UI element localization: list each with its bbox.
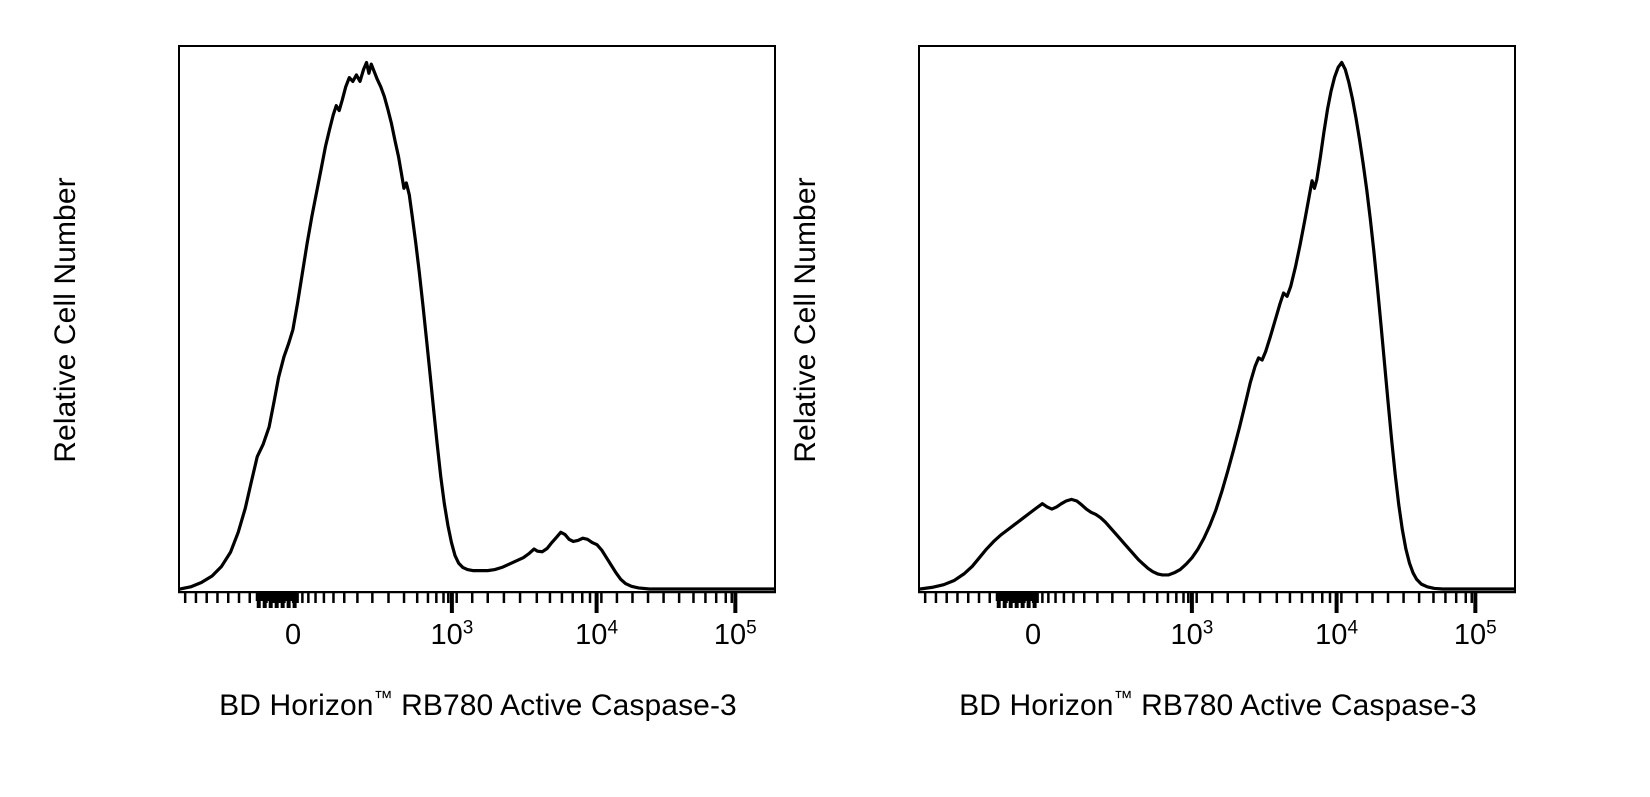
left-xtitle-text-pre: BD Horizon	[219, 689, 374, 722]
x-tick-label: 0	[1025, 618, 1041, 652]
x-tick-label-base: 10	[1170, 619, 1203, 651]
trademark-symbol: ™	[373, 688, 393, 709]
x-tick-label-base: 10	[1453, 619, 1487, 651]
left-panel-plot-area	[178, 45, 776, 593]
x-tick-label-exponent: 3	[1202, 617, 1214, 639]
left-panel-x-axis-ticks	[178, 591, 776, 613]
x-tick-label-base: 0	[1025, 619, 1042, 651]
left-panel-x-axis-title: BD Horizon™ RB780 Active Caspase-3	[88, 688, 868, 724]
right-panel-histogram-trace	[920, 60, 1514, 591]
x-tick-label: 105	[714, 618, 757, 652]
right-panel: Relative Cell Number 0 103 104 105 BD Horiz…	[740, 0, 1516, 760]
x-tick-label-base: 10	[575, 619, 608, 651]
right-xtitle-text-pre: BD Horizon	[959, 689, 1114, 722]
right-panel-x-axis-title: BD Horizon™ RB780 Active Caspase-3	[828, 688, 1608, 724]
x-tick-label-exponent: 4	[607, 617, 619, 639]
x-tick-label-exponent: 5	[1486, 617, 1497, 639]
x-tick-label-exponent: 4	[1347, 617, 1359, 639]
x-tick-label: 104	[575, 618, 618, 652]
right-panel-x-axis-ticks	[918, 591, 1516, 613]
right-xtitle-text-post: RB780 Active Caspase-3	[1132, 689, 1477, 722]
x-tick-label: 104	[1315, 618, 1358, 652]
left-panel: Relative Cell Number 0 103 104 105 BD Horiz…	[0, 0, 776, 760]
x-tick-label-exponent: 5	[746, 617, 757, 639]
x-tick-label-base: 10	[430, 619, 463, 651]
right-panel-x-tick-labels: 0 103 104 105	[918, 618, 1516, 658]
x-tick-label-base: 0	[285, 619, 302, 651]
x-tick-label-base: 10	[1315, 619, 1348, 651]
left-panel-histogram-trace	[180, 60, 774, 591]
trademark-symbol: ™	[1113, 688, 1133, 709]
x-tick-label: 105	[1454, 618, 1497, 652]
left-xtitle-text-post: RB780 Active Caspase-3	[392, 689, 737, 722]
x-tick-label: 0	[285, 618, 301, 652]
left-panel-y-axis-label: Relative Cell Number	[49, 177, 82, 463]
x-tick-label: 103	[1170, 618, 1213, 652]
x-tick-label-exponent: 3	[462, 617, 474, 639]
right-panel-y-axis-label: Relative Cell Number	[789, 177, 822, 463]
x-tick-label-base: 10	[713, 619, 747, 651]
x-tick-label: 103	[430, 618, 473, 652]
left-panel-x-tick-labels: 0 103 104 105	[178, 618, 776, 658]
